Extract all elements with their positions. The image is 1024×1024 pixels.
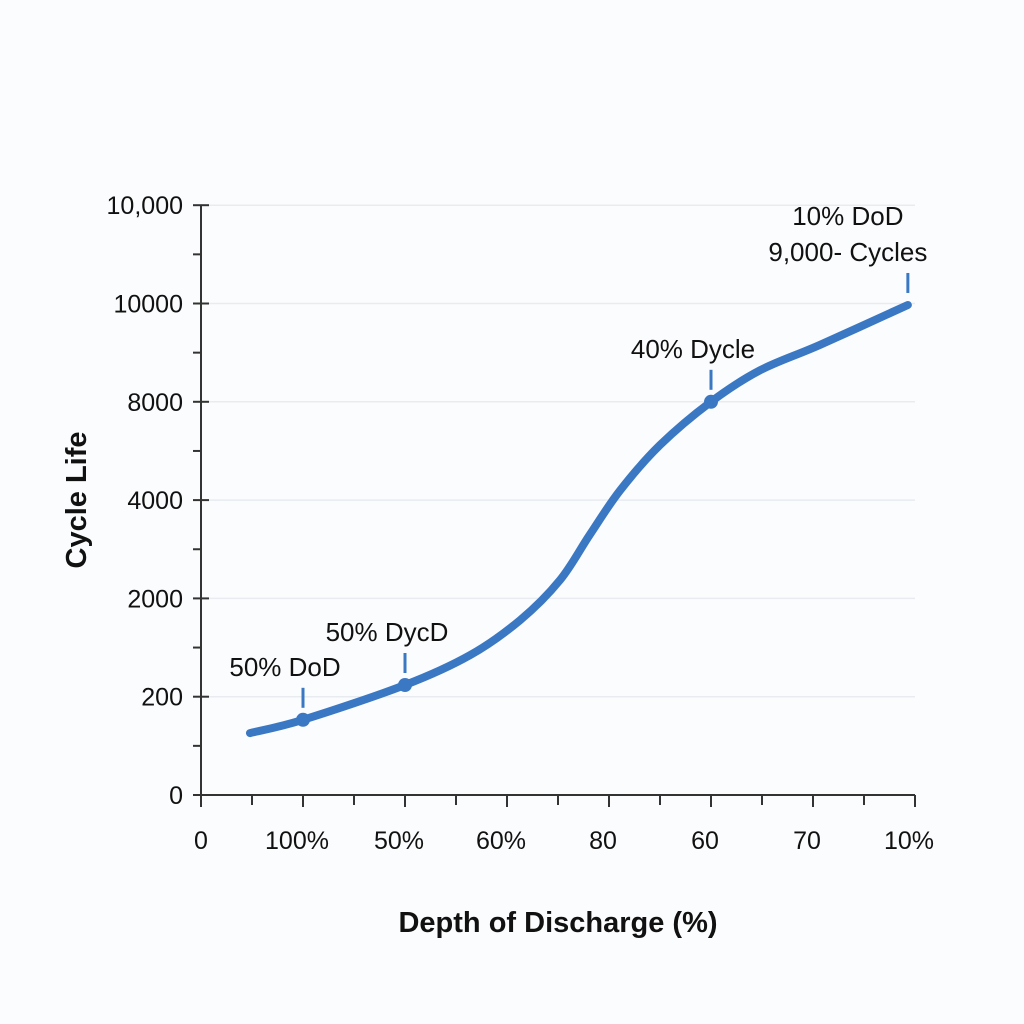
x-tick-label: 70 [793, 827, 821, 855]
x-tick-label: 0 [194, 827, 208, 855]
y-tick-label: 200 [141, 684, 183, 712]
data-point-marker [398, 678, 412, 693]
x-tick-label: 10% [884, 827, 934, 855]
y-axis-title: Cycle Life [61, 432, 93, 569]
data-point-marker [704, 394, 718, 409]
y-tick-label: 10,000 [107, 192, 183, 220]
annotation-label: 9,000- Cycles [768, 237, 927, 267]
x-tick-label: 50% [374, 827, 424, 855]
x-tick-label: 60 [691, 827, 719, 855]
cycle-life-line [245, 300, 912, 738]
annotation-label: 50% DycD [326, 617, 449, 647]
x-tick-label: 100% [265, 827, 329, 855]
y-tick-label: 2000 [127, 585, 183, 613]
annotation-label: 10% DoD [792, 201, 903, 231]
y-tick-label: 4000 [127, 487, 183, 515]
y-tick-label: 10000 [113, 291, 183, 319]
data-point-marker [296, 712, 310, 727]
y-tick-label: 8000 [127, 389, 183, 417]
x-axis-title: Depth of Discharge (%) [398, 907, 717, 939]
x-tick-label: 80 [589, 827, 617, 855]
annotation-label: 40% Dycle [631, 334, 755, 364]
annotation-label: 50% DoD [229, 652, 340, 682]
y-tick-label: 0 [169, 782, 183, 810]
x-tick-label: 60% [476, 827, 526, 855]
